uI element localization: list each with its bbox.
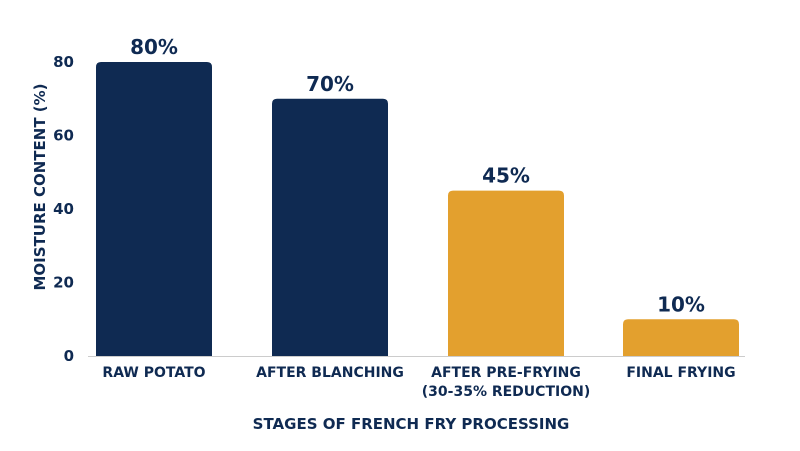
data-label: 80% — [130, 35, 178, 59]
bar — [448, 190, 564, 356]
x-tick-label: RAW POTATO — [102, 365, 205, 381]
y-tick-label: 80 — [53, 53, 74, 71]
y-axis-title: MOISTURE CONTENT (%) — [31, 83, 49, 290]
data-label: 10% — [657, 292, 705, 316]
y-tick-label: 20 — [53, 274, 74, 292]
bar — [623, 319, 739, 356]
x-tick-label: AFTER PRE-FRYING — [431, 365, 581, 381]
x-tick-label: (30-35% REDUCTION) — [422, 384, 590, 400]
y-tick-label: 0 — [64, 347, 74, 365]
x-tick-label: FINAL FRYING — [626, 365, 735, 381]
x-axis-title: STAGES OF FRENCH FRY PROCESSING — [253, 415, 570, 433]
data-label: 45% — [482, 164, 530, 188]
bar — [272, 98, 388, 356]
data-label: 70% — [306, 72, 354, 96]
y-tick-label: 40 — [53, 200, 74, 218]
y-tick-label: 60 — [53, 127, 74, 145]
x-tick-label: AFTER BLANCHING — [256, 365, 404, 381]
bar — [96, 62, 212, 356]
